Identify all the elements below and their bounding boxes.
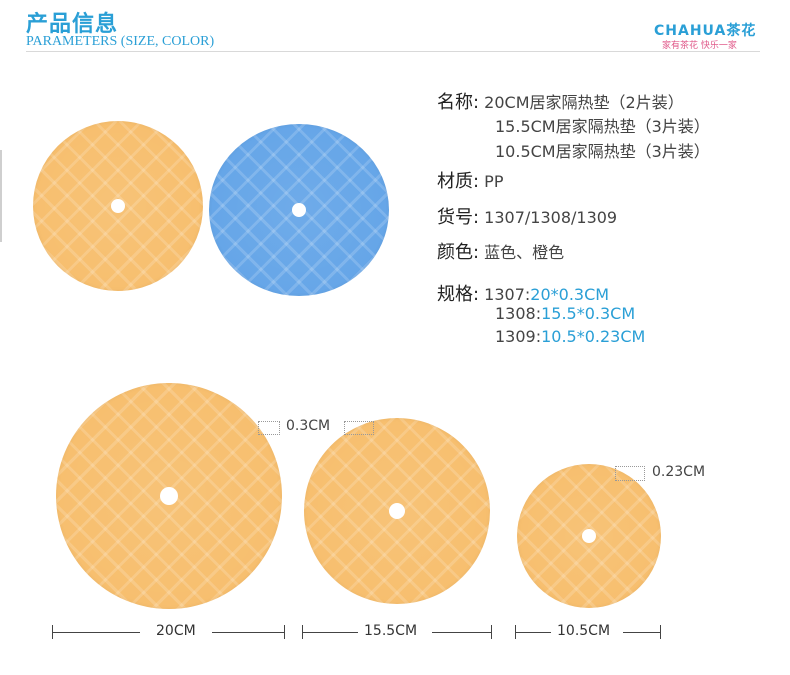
material-row: 材质: PP (437, 167, 503, 193)
thickness-bracket (344, 421, 374, 435)
section-subtitle: PARAMETERS (SIZE, COLOR) (26, 34, 215, 49)
brand-slogan: 家有茶花 快乐一家 (662, 41, 737, 51)
mat-center-hole (111, 199, 125, 213)
color-label: 颜色: (437, 242, 480, 263)
name-line-1: 20CM居家隔热垫（2片装） (484, 93, 684, 112)
brand-logo: CHAHUA茶花 (654, 23, 757, 39)
thickness-bracket (258, 421, 280, 435)
mat-center-hole (582, 529, 596, 543)
orange-mat-image (33, 121, 203, 291)
spec-code-1309: 1309: (495, 327, 542, 346)
mat-15-5cm-image (304, 418, 490, 604)
spec-row-1: 规格: 1307:20*0.3CM (437, 280, 609, 306)
item-number-row: 货号: 1307/1308/1309 (437, 203, 617, 229)
material-label: 材质: (437, 171, 480, 192)
spec-code-1308: 1308: (495, 304, 542, 323)
spec-value-1307: 20*0.3CM (530, 285, 610, 304)
edge-marker (0, 150, 2, 242)
color-value: 蓝色、橙色 (484, 243, 565, 262)
thickness-bracket-small (615, 466, 645, 481)
mat-center-hole (389, 503, 405, 519)
header-divider (26, 51, 760, 52)
name-row: 名称: 20CM居家隔热垫（2片装） (437, 88, 684, 114)
thickness-label-small: 0.23CM (652, 464, 706, 480)
color-row: 颜色: 蓝色、橙色 (437, 238, 564, 264)
diameter-dimension-20cm: 20CM (52, 623, 285, 639)
section-title: 产品信息 (26, 12, 119, 37)
item-number-label: 货号: (437, 207, 480, 228)
thickness-label-large: 0.3CM (286, 418, 331, 434)
mat-20cm-image (56, 383, 282, 609)
spec-value-1308: 15.5*0.3CM (541, 304, 636, 323)
diameter-label-15-5cm: 15.5CM (364, 623, 418, 639)
spec-row-3: 1309:10.5*0.23CM (495, 327, 645, 346)
spec-label: 规格: (437, 284, 480, 305)
mat-10-5cm-image (517, 464, 661, 608)
mat-center-hole (292, 203, 306, 217)
diameter-dimension-15-5cm: 15.5CM (302, 623, 492, 639)
diameter-label-20cm: 20CM (156, 623, 196, 639)
name-label: 名称: (437, 92, 480, 113)
name-line-2: 15.5CM居家隔热垫（3片装） (495, 117, 710, 136)
diameter-label-10-5cm: 10.5CM (557, 623, 611, 639)
item-number-value: 1307/1308/1309 (484, 208, 618, 227)
name-line-3: 10.5CM居家隔热垫（3片装） (495, 142, 710, 161)
material-value: PP (484, 172, 504, 191)
mat-center-hole (160, 487, 178, 505)
spec-value-1309: 10.5*0.23CM (541, 327, 646, 346)
diameter-dimension-10-5cm: 10.5CM (515, 623, 661, 639)
spec-code-1307: 1307: (484, 285, 531, 304)
blue-mat-image (209, 124, 389, 296)
spec-row-2: 1308:15.5*0.3CM (495, 304, 635, 323)
